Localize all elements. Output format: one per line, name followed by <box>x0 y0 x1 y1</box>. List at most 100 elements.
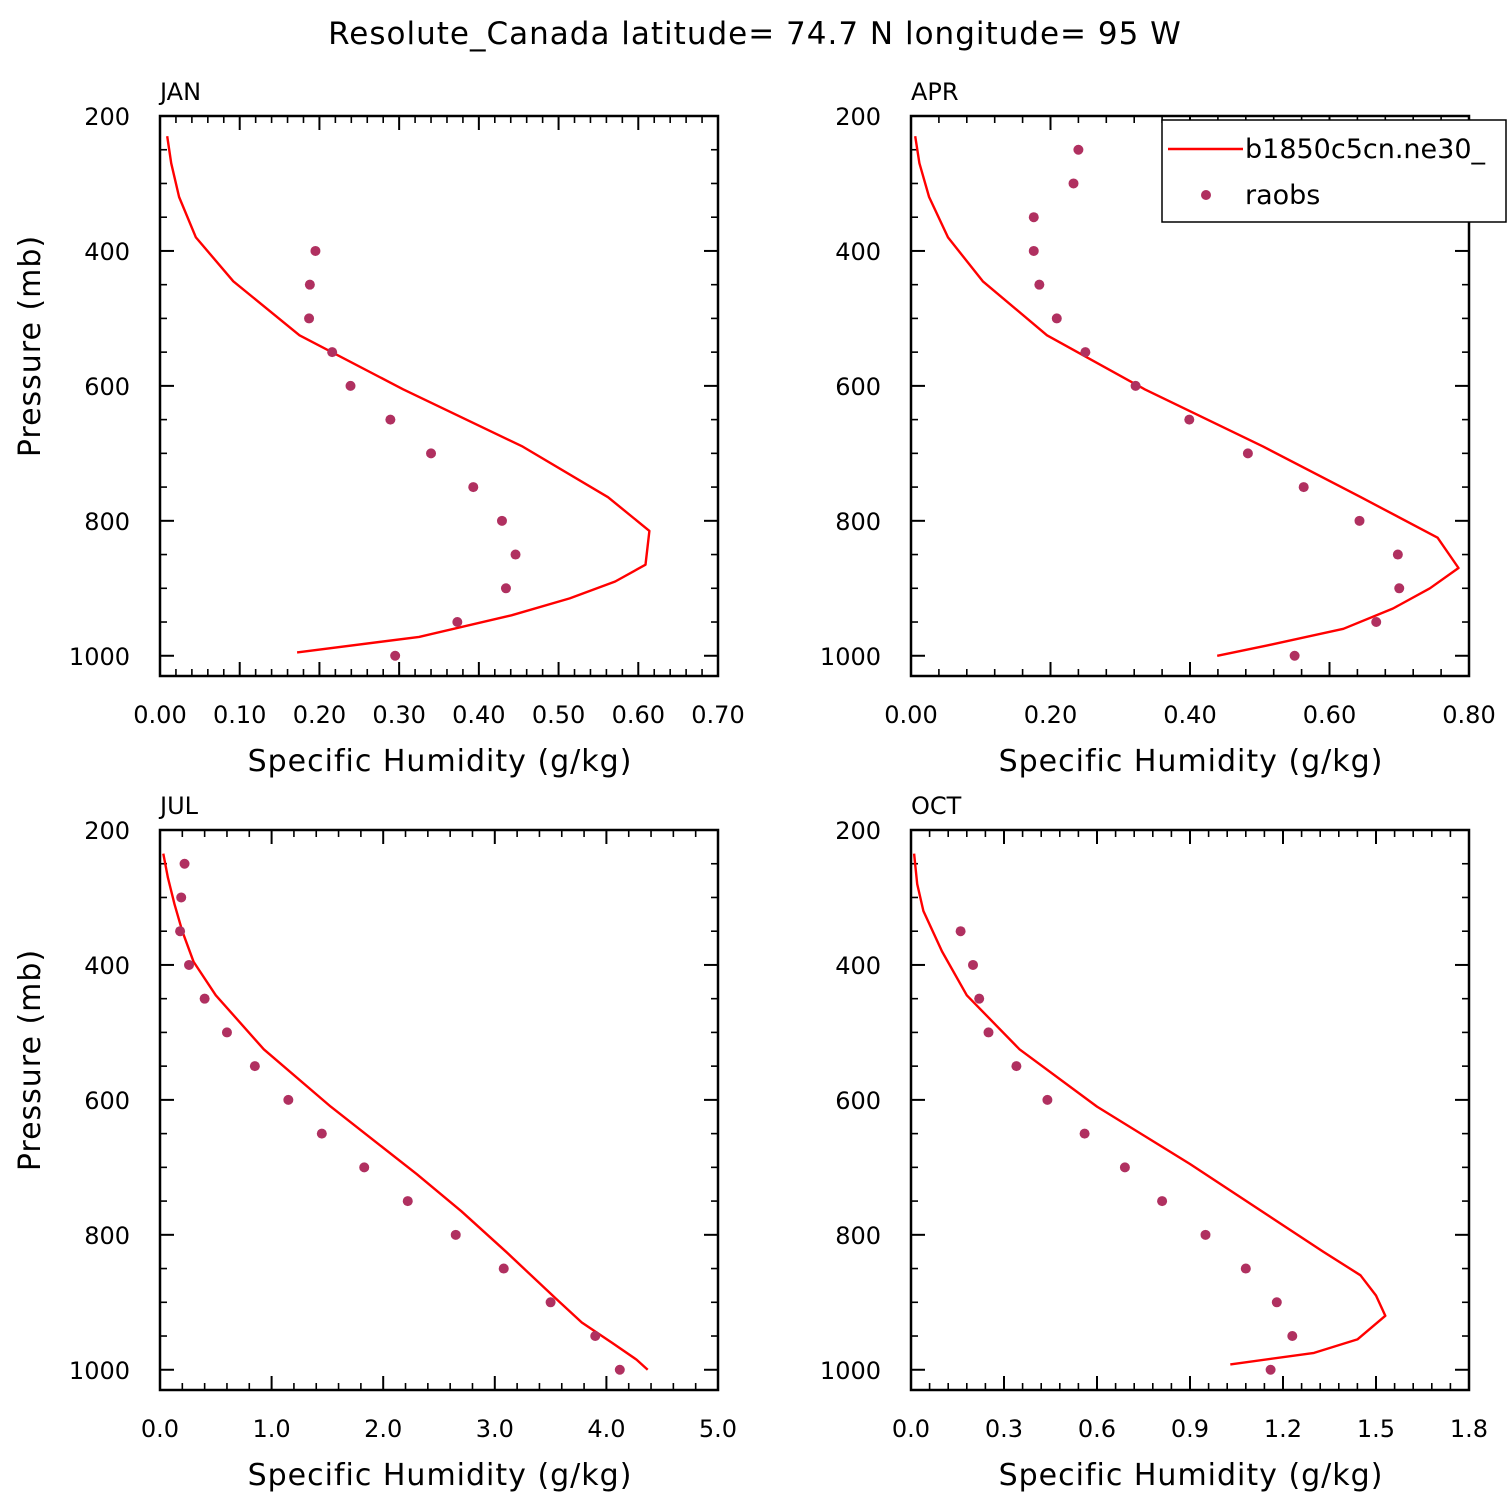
raobs-point <box>184 959 195 970</box>
raobs-point <box>304 279 315 290</box>
raobs-point <box>1200 1229 1211 1240</box>
y-tick-label: 1000 <box>69 643 130 671</box>
raobs-point <box>1028 212 1039 223</box>
y-tick-label: 200 <box>84 817 130 845</box>
x-tick-label: 0.3 <box>985 1415 1023 1443</box>
raobs-point <box>390 650 401 661</box>
panel-month-label: APR <box>911 78 959 106</box>
raobs-point <box>1042 1094 1053 1105</box>
raobs-point <box>1184 414 1195 425</box>
x-tick-label: 1.0 <box>253 1415 291 1443</box>
y-tick-label: 200 <box>835 103 881 131</box>
raobs-point <box>221 1027 232 1038</box>
figure-title: Resolute_Canada latitude= 74.7 N longitu… <box>328 16 1182 52</box>
raobs-point <box>1287 1331 1298 1342</box>
y-tick-label: 1000 <box>69 1357 130 1385</box>
raobs-point <box>1240 1263 1251 1274</box>
raobs-point <box>1073 144 1084 155</box>
model-series-line <box>914 136 1460 657</box>
y-tick-label: 400 <box>84 952 130 980</box>
x-tick-label: 1.5 <box>1357 1415 1395 1443</box>
raobs-point <box>498 1263 509 1274</box>
x-tick-label: 0.50 <box>532 701 585 729</box>
model-series-line <box>912 853 1387 1366</box>
raobs-point <box>175 926 186 937</box>
y-tick-label: 600 <box>835 373 881 401</box>
legend-obs-label: raobs <box>1245 180 1320 211</box>
raobs-point <box>1079 1128 1090 1139</box>
raobs-point <box>1119 1162 1130 1173</box>
y-tick-label: 600 <box>84 1087 130 1115</box>
x-tick-label: 3.0 <box>476 1415 514 1443</box>
y-tick-label: 800 <box>84 1222 130 1250</box>
y-tick-label: 800 <box>84 508 130 536</box>
legend-model-label: b1850c5cn.ne30_ <box>1245 134 1485 165</box>
raobs-point <box>283 1094 294 1105</box>
raobs-point <box>359 1162 370 1173</box>
y-tick-label: 1000 <box>820 643 881 671</box>
y-axis-label: Pressure (mb) <box>13 949 48 1171</box>
x-axis-label: Specific Humidity (g/kg) <box>248 1458 633 1493</box>
raobs-point <box>614 1364 625 1375</box>
x-tick-label: 0.0 <box>141 1415 179 1443</box>
raobs-point <box>1034 279 1045 290</box>
y-tick-label: 800 <box>835 1222 881 1250</box>
x-tick-label: 0.9 <box>1171 1415 1209 1443</box>
legend-obs-swatch <box>1201 190 1211 200</box>
y-tick-label: 800 <box>835 508 881 536</box>
x-tick-label: 1.8 <box>1450 1415 1488 1443</box>
x-tick-label: 0.30 <box>372 701 425 729</box>
panel-month-label: JUL <box>158 792 199 820</box>
model-series-line <box>162 853 649 1371</box>
x-tick-label: 0.20 <box>293 701 346 729</box>
raobs-point <box>1068 178 1079 189</box>
panel-oct: 0.0 0.3 0.6 0.9 1.2 1.5 1.8 200 400 600 800 1000 OCT… <box>820 792 1488 1493</box>
raobs-point <box>496 515 507 526</box>
raobs-point <box>199 993 210 1004</box>
raobs-point <box>1051 313 1062 324</box>
raobs-point <box>1011 1061 1022 1072</box>
raobs-point <box>968 959 978 970</box>
x-axis-label: Specific Humidity (g/kg) <box>999 744 1384 779</box>
x-tick-label: 0.00 <box>133 701 186 729</box>
x-axis-label: Specific Humidity (g/kg) <box>999 1458 1384 1493</box>
raobs-point <box>450 1229 461 1240</box>
plot-frame <box>158 828 720 1392</box>
model-series-line <box>166 136 651 654</box>
y-tick-label: 200 <box>84 103 130 131</box>
raobs-point <box>316 1128 327 1139</box>
x-tick-label: 1.2 <box>1264 1415 1302 1443</box>
raobs-point <box>1371 617 1382 628</box>
raobs-point <box>1242 448 1253 459</box>
x-tick-label: 0.60 <box>1303 701 1356 729</box>
panel-jul: 0.0 1.0 2.0 3.0 4.0 5.0 200 400 600 800 1000 JUL Spe… <box>13 792 737 1493</box>
raobs-point <box>385 414 396 425</box>
x-tick-label: 0.6 <box>1078 1415 1116 1443</box>
x-tick-label: 0.40 <box>452 701 505 729</box>
panel-month-label: JAN <box>158 78 201 106</box>
y-tick-label: 400 <box>835 238 881 266</box>
panel-month-label: OCT <box>911 792 962 820</box>
raobs-point <box>304 313 315 324</box>
legend-box <box>1161 119 1507 223</box>
raobs-point <box>1265 1364 1276 1375</box>
raobs-point <box>249 1061 260 1072</box>
raobs-point <box>1289 650 1300 661</box>
x-tick-label: 0.80 <box>1442 701 1495 729</box>
x-tick-label: 0.00 <box>884 701 937 729</box>
raobs-point <box>545 1297 556 1308</box>
raobs-point <box>327 347 338 358</box>
raobs-point <box>590 1331 601 1342</box>
raobs-point <box>176 892 187 903</box>
y-tick-label: 400 <box>84 238 130 266</box>
y-tick-label: 1000 <box>820 1357 881 1385</box>
raobs-point <box>402 1196 413 1207</box>
x-tick-label: 0.60 <box>612 701 665 729</box>
x-tick-label: 0.70 <box>691 701 744 729</box>
y-tick-label: 600 <box>84 373 130 401</box>
x-axis-label: Specific Humidity (g/kg) <box>248 744 633 779</box>
y-tick-label: 600 <box>835 1087 881 1115</box>
plot-frame <box>909 828 1471 1392</box>
legend: b1850c5cn.ne30_raobs <box>1161 119 1507 223</box>
y-axis-label: Pressure (mb) <box>13 235 48 457</box>
